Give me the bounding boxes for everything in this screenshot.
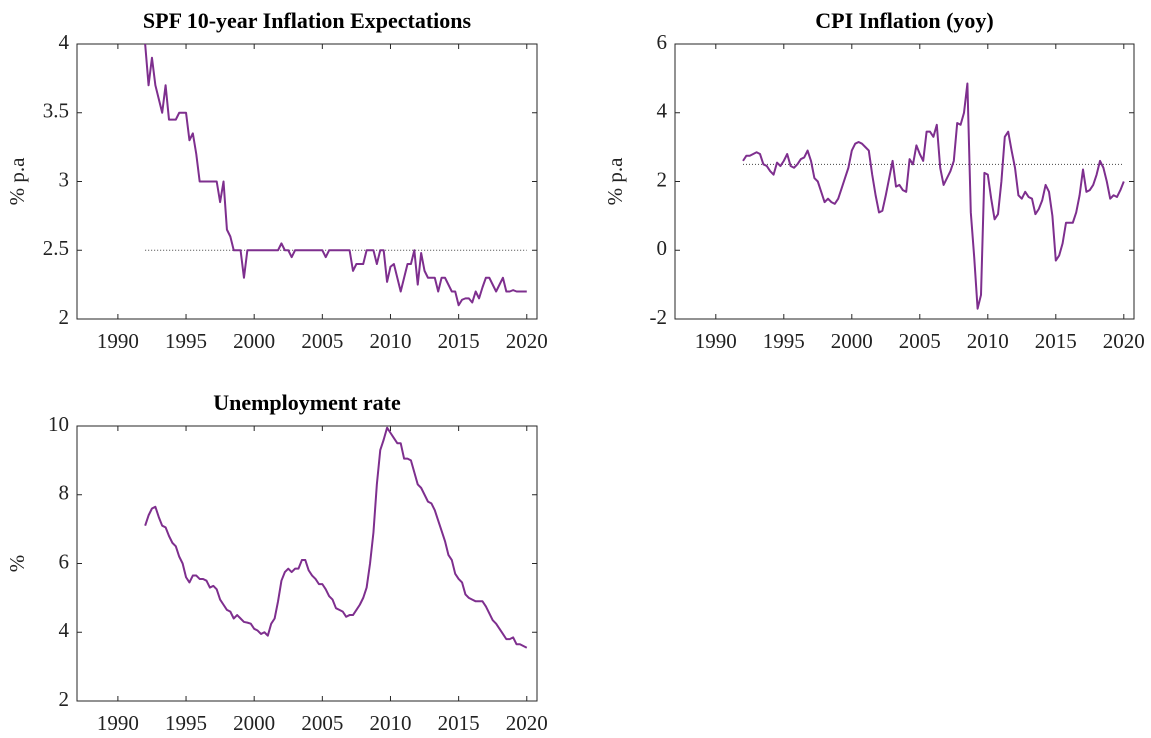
x-tick-label: 1995 [165,329,207,353]
x-tick-label: 2010 [369,329,411,353]
x-tick-label: 2000 [233,711,275,735]
axes-box [674,43,1135,320]
x-tick-label: 2000 [233,329,275,353]
y-tick-label: 10 [48,412,69,436]
x-tick-label: 2005 [899,329,941,353]
chart-title: Unemployment rate [213,390,401,415]
y-axis-label: % p.a [5,157,29,205]
data-line [742,82,1125,310]
y-tick-label: 2 [657,167,668,191]
chart-title: CPI Inflation (yoy) [815,8,993,33]
y-tick-label: 0 [657,236,668,260]
y-tick-label: 4 [59,618,70,642]
x-tick-label: 1995 [165,711,207,735]
x-tick-label: 2005 [301,329,343,353]
x-tick-label: 1990 [695,329,737,353]
axes-box [76,43,538,320]
x-tick-label: 2000 [831,329,873,353]
y-axis-label: % p.a [603,157,627,205]
y-tick-label: 4 [59,30,70,54]
y-tick-label: 3 [59,167,70,191]
x-tick-label: 2010 [369,711,411,735]
y-tick-label: 2 [59,305,70,329]
y-tick-label: 6 [657,30,668,54]
x-tick-label: 2020 [1103,329,1145,353]
x-tick-label: 1995 [763,329,805,353]
x-tick-label: 1990 [97,329,139,353]
y-tick-label: 8 [59,481,70,505]
y-tick-label: 2 [59,687,70,711]
y-tick-label: 4 [657,99,668,123]
data-line [144,43,527,307]
chart-title: SPF 10-year Inflation Expectations [143,8,472,33]
y-tick-label: -2 [650,305,668,329]
x-tick-label: 2005 [301,711,343,735]
x-tick-label: 2010 [967,329,1009,353]
data-line [144,426,528,649]
x-tick-label: 2015 [438,711,480,735]
x-tick-label: 2015 [1035,329,1077,353]
x-tick-label: 2020 [506,711,548,735]
x-tick-label: 2015 [438,329,480,353]
x-tick-label: 2020 [506,329,548,353]
y-tick-label: 3.5 [43,99,69,123]
y-tick-label: 6 [59,549,70,573]
x-tick-label: 1990 [97,711,139,735]
y-tick-label: 2.5 [43,236,69,260]
y-axis-label: % [5,555,29,573]
